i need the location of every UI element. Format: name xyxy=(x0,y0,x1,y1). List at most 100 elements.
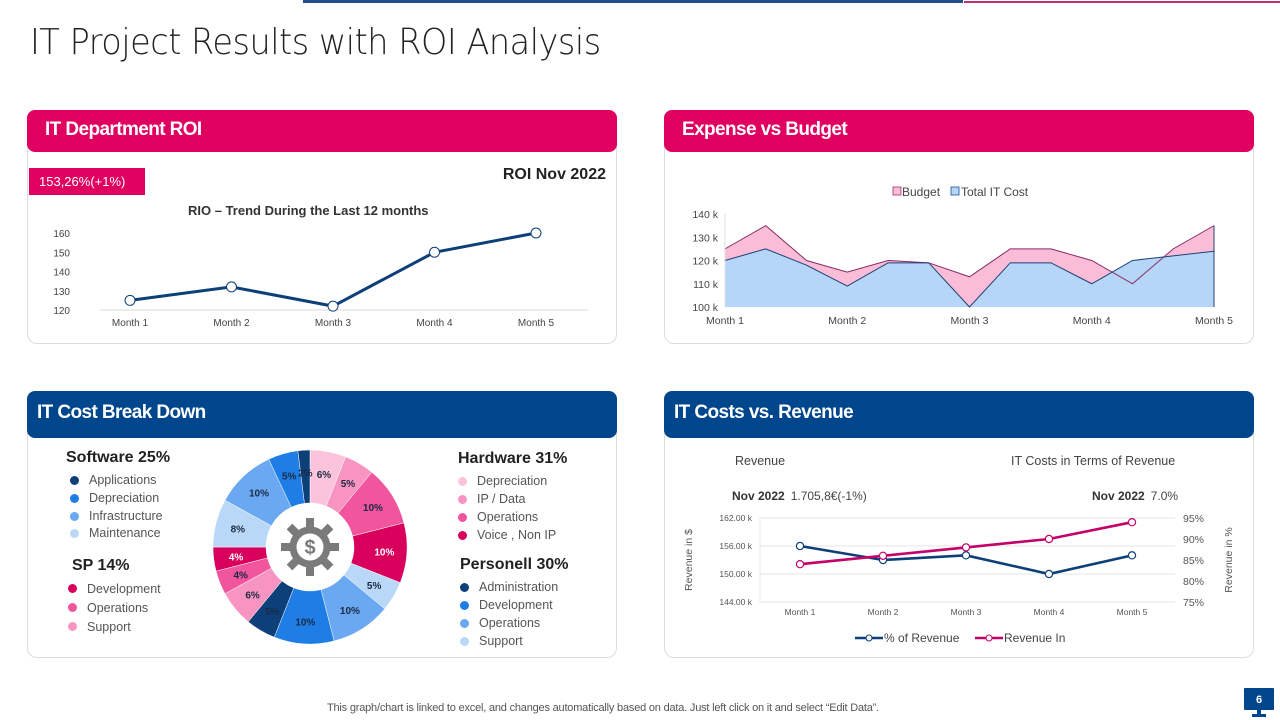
donut-slice-label: 10% xyxy=(249,489,269,500)
x-tick-label: Month 2 xyxy=(213,318,250,329)
panel-header: Expense vs Budget xyxy=(664,110,1254,152)
y-tick-label: 120 k xyxy=(692,256,718,268)
donut-slice-label: 5% xyxy=(282,471,297,482)
revenue-value: 1.705,8€(-1%) xyxy=(790,489,867,503)
revenue-heading: Revenue xyxy=(735,454,786,468)
it-cost-breakdown-panel: IT Cost Break Down Software 25% Applicat… xyxy=(27,391,617,658)
legend-dot-icon xyxy=(458,530,467,540)
series-point xyxy=(1127,517,1137,527)
panel-header: IT Cost Break Down xyxy=(27,391,617,438)
legend-label: Infrastructure xyxy=(89,509,163,523)
y-tick-label: 162.00 k xyxy=(719,513,752,523)
revenue-period: Nov 2022 xyxy=(732,489,785,503)
legend-item: Applications xyxy=(70,471,170,489)
legend-dot-icon xyxy=(70,511,79,521)
legend-dot-icon xyxy=(458,512,467,522)
legend-label-budget: Budget xyxy=(902,185,941,199)
x-tick-label: Month 5 xyxy=(518,318,555,329)
x-tick-label: Month 5 xyxy=(1117,607,1148,617)
legend-dot-icon xyxy=(70,493,79,503)
page-title: IT Project Results with ROI Analysis xyxy=(30,22,601,63)
x-tick-label: Month 3 xyxy=(951,607,982,617)
roi-point xyxy=(124,294,136,306)
y-tick-label: 150.00 k xyxy=(719,569,752,579)
y-tick-label: 120 xyxy=(53,306,70,317)
legend-label: Operations xyxy=(477,510,539,524)
x-tick-label: Month 4 xyxy=(1034,607,1065,617)
legend-item: Infrastructure xyxy=(70,507,170,525)
series-point xyxy=(795,559,805,569)
legend-hardware: Hardware 31% Depreciation IP / Data Oper… xyxy=(458,450,567,544)
roi-trend-chart[interactable]: 120 130 140 150 160 Month 1 Month 2 Month 3 Mont… xyxy=(28,111,618,345)
legend-marker xyxy=(985,634,993,642)
y-tick-label: 130 k xyxy=(692,232,718,244)
y-right-tick-label: 95% xyxy=(1183,513,1204,525)
legend-label: Depreciation xyxy=(89,491,160,505)
roi-point xyxy=(429,246,440,258)
legend-label: Revenue In xyxy=(1004,631,1065,645)
legend-title: Hardware 31% xyxy=(458,450,568,467)
costs-vs-revenue-chart[interactable]: 144.00 k 150.00 k 156.00 k 162.00 k 75% 80% 85… xyxy=(665,392,1255,659)
cost-line xyxy=(724,248,1215,308)
roi-line xyxy=(129,231,537,308)
legend-dot-icon xyxy=(458,476,467,486)
legend-item: Development xyxy=(68,579,161,598)
legend-dot-icon xyxy=(460,618,469,628)
donut-slice-label: 4% xyxy=(234,570,249,581)
monitor-icon: 6 xyxy=(1244,688,1274,717)
legend-dot-icon xyxy=(460,582,469,592)
y-tick-label: 140 xyxy=(53,268,70,279)
legend-label: Depreciation xyxy=(477,474,548,488)
it-costs-period: Nov 2022 xyxy=(1092,489,1145,503)
series-point xyxy=(1127,551,1137,560)
x-tick-label: Month 1 xyxy=(112,318,149,329)
legend-dot-icon xyxy=(68,584,77,593)
series-point xyxy=(1044,534,1054,544)
y-right-tick-label: 90% xyxy=(1183,534,1204,546)
legend-dot-icon xyxy=(460,636,469,646)
legend-item: Operations xyxy=(458,508,567,526)
top-accent-bar-pink xyxy=(964,1,1280,3)
footer-note: This graph/chart is linked to excel, and… xyxy=(327,702,879,714)
donut-slice-label: 10% xyxy=(340,606,360,617)
donut-slice-label: 5% xyxy=(265,607,280,618)
x-tick-label: Month 1 xyxy=(706,315,744,327)
x-tick-label: Month 1 xyxy=(785,607,816,617)
legend-swatch-budget xyxy=(892,186,902,196)
legend-dot-icon xyxy=(68,603,77,612)
y-right-tick-label: 80% xyxy=(1183,576,1204,588)
it-department-roi-panel: IT Department ROI 153,26%(+1%) ROI Nov 2… xyxy=(27,110,617,344)
panel-header: IT Costs vs. Revenue xyxy=(664,391,1254,438)
legend-swatch-cost xyxy=(950,186,960,196)
roi-point xyxy=(226,281,237,293)
page-number: 6 xyxy=(1256,694,1262,706)
series-point xyxy=(961,551,971,560)
donut-slice-label: 5% xyxy=(367,581,382,592)
cost-breakdown-donut[interactable]: 6%5%10%10%5%10%10%5%6%4%4%8%10%5% 2%$ xyxy=(200,442,420,662)
x-tick-label: Month 4 xyxy=(1073,315,1111,327)
donut-slice-label: 10% xyxy=(295,617,315,628)
donut-slice-label: 8% xyxy=(231,524,246,535)
page-number-badge: 6 xyxy=(1244,688,1274,718)
legend-label-cost: Total IT Cost xyxy=(961,185,1029,199)
y-tick-label: 130 xyxy=(53,287,70,298)
donut-slice-label: 10% xyxy=(363,503,383,514)
y-tick-label: 140 k xyxy=(692,209,718,221)
y-tick-label: 144.00 k xyxy=(719,597,752,607)
legend-label: Development xyxy=(479,598,553,612)
legend-item: Maintenance xyxy=(70,525,170,541)
expense-budget-chart[interactable]: Budget Total IT Cost 100 k 110 k 120 k 130 k 1… xyxy=(665,111,1255,345)
series-point xyxy=(1044,569,1054,579)
budget-line xyxy=(724,225,1215,285)
legend-sp: SP 14% Development Operations Support xyxy=(68,557,161,636)
legend-marker xyxy=(865,634,873,642)
x-tick-label: Month 2 xyxy=(868,607,899,617)
it-costs-vs-revenue-panel: IT Costs vs. Revenue Revenue IT Costs in… xyxy=(664,391,1254,658)
legend-dot-icon xyxy=(70,475,79,485)
legend-title: Software 25% xyxy=(66,449,171,466)
y-axis-title: Revenue in $ xyxy=(683,529,695,591)
legend-label: Maintenance xyxy=(89,526,161,540)
roi-period-label: ROI Nov 2022 xyxy=(502,166,606,183)
legend-label: Administration xyxy=(479,580,559,594)
it-costs-value: 7.0% xyxy=(1150,489,1179,503)
